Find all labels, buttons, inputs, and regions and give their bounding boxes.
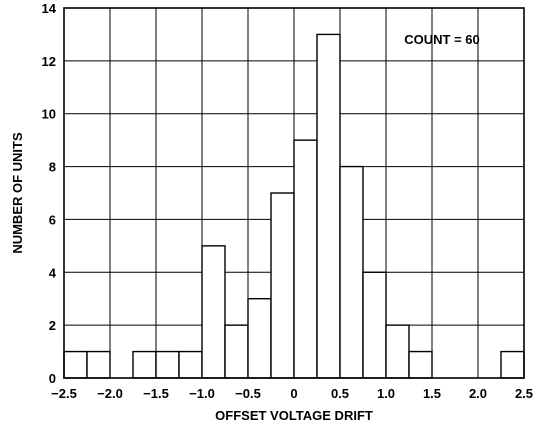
y-tick-label: 10 xyxy=(42,107,56,122)
histogram-bar-1 xyxy=(86,350,111,379)
plot-frame xyxy=(63,7,525,379)
histogram-bar-8 xyxy=(247,298,272,379)
histogram-bar-6 xyxy=(201,245,226,379)
y-axis-title: NUMBER OF UNITS xyxy=(10,132,25,254)
x-tick-labels: −2.5 −2.0 −1.5 −1.0 −0.5 0 0.5 1.0 1.5 2.0 2.5 xyxy=(51,386,533,401)
y-tick-label: 0 xyxy=(49,371,56,386)
x-tick-label: 2.5 xyxy=(515,386,533,401)
histogram-bar-12 xyxy=(339,165,364,379)
histogram-bar-10 xyxy=(293,139,318,379)
histogram-bar-11 xyxy=(316,33,341,379)
x-tick-label: 2.0 xyxy=(469,386,487,401)
histogram-bar-9 xyxy=(270,192,295,379)
histogram-bar-13 xyxy=(362,271,387,379)
count-annotation: COUNT = 60 xyxy=(404,32,480,47)
y-tick-label: 14 xyxy=(42,1,57,16)
y-tick-label: 6 xyxy=(49,212,56,227)
histogram-bar-19 xyxy=(500,350,525,379)
y-tick-label: 12 xyxy=(42,54,56,69)
histogram-bar-4 xyxy=(155,350,180,379)
y-tick-label: 4 xyxy=(49,265,57,280)
x-tick-label: 0.5 xyxy=(331,386,349,401)
x-tick-label: 1.5 xyxy=(423,386,441,401)
histogram-bar-5 xyxy=(178,350,203,379)
histogram-bar-3 xyxy=(132,350,157,379)
y-tick-label: 2 xyxy=(49,318,56,333)
x-tick-label: −1.5 xyxy=(143,386,169,401)
histogram-bar-7 xyxy=(224,324,249,379)
x-tick-label: 0 xyxy=(290,386,297,401)
y-tick-label: 8 xyxy=(49,160,56,175)
x-tick-label: 1.0 xyxy=(377,386,395,401)
histogram-bar-14 xyxy=(385,324,410,379)
histogram-bar-15 xyxy=(408,350,433,379)
x-tick-label: −0.5 xyxy=(235,386,261,401)
histogram-bar-0 xyxy=(63,350,88,379)
x-tick-label: −1.0 xyxy=(189,386,215,401)
y-tick-labels: 0 2 4 6 8 10 12 14 xyxy=(42,1,57,386)
x-tick-label: −2.5 xyxy=(51,386,77,401)
bars xyxy=(63,33,525,379)
x-axis-title: OFFSET VOLTAGE DRIFT xyxy=(215,408,373,423)
x-tick-label: −2.0 xyxy=(97,386,123,401)
